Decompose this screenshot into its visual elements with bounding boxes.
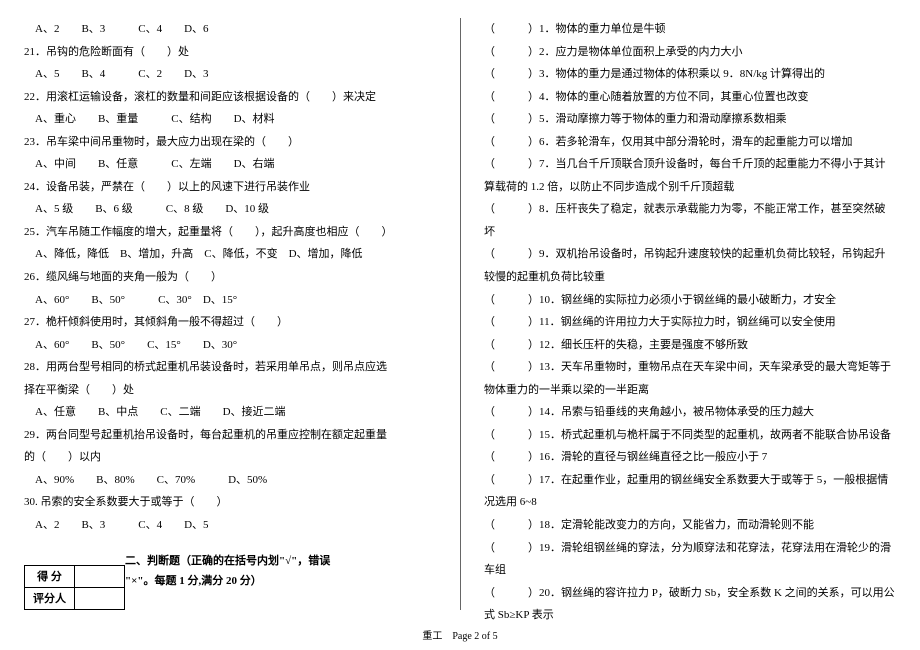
reviewer-label-cell: 评分人	[25, 587, 75, 609]
judgment-line: （ ）12．细长压杆的失稳，主要是强度不够所致	[484, 334, 896, 357]
judgment-line: （ ）11．钢丝绳的许用拉力大于实际拉力时，钢丝绳可以安全使用	[484, 311, 896, 334]
question-line: 的（ ）以内	[24, 446, 436, 469]
judgment-line: （ ）13．天车吊重物时，重物吊点在天车梁中间，天车梁承受的最大弯矩等于物体重力…	[484, 356, 896, 401]
question-line: 25．汽车吊随工作幅度的增大，起重量将（ ），起升高度也相应（ ）	[24, 221, 436, 244]
question-line: A、降低，降低 B、增加，升高 C、降低，不变 D、增加，降低	[24, 243, 436, 266]
judgment-line: （ ）16．滑轮的直径与钢丝绳直径之比一般应小于 7	[484, 446, 896, 469]
left-content: A、2 B、3 C、4 D、621．吊钩的危险断面有（ ）处 A、5 B、4 C…	[24, 18, 436, 537]
score-label-cell: 得 分	[25, 565, 75, 587]
judgment-line: （ ）7．当几台千斤顶联合顶升设备时，每台千斤顶的起重能力不得小于其计算载荷的 …	[484, 153, 896, 198]
question-line: 择在平衡梁（ ）处	[24, 379, 436, 402]
question-line: A、2 B、3 C、4 D、6	[24, 18, 436, 41]
question-line: A、任意 B、中点 C、二端 D、接近二端	[24, 401, 436, 424]
question-line: A、60° B、50° C、15° D、30°	[24, 334, 436, 357]
question-line: 30. 吊索的安全系数要大于或等于（ ）	[24, 491, 436, 514]
left-column: A、2 B、3 C、4 D、621．吊钩的危险断面有（ ）处 A、5 B、4 C…	[0, 0, 460, 650]
question-line: A、重心 B、重量 C、结构 D、材料	[24, 108, 436, 131]
reviewer-value-cell	[75, 587, 125, 609]
judgment-line: （ ）4．物体的重心随着放置的方位不同，其重心位置也改变	[484, 86, 896, 109]
judgment-line: （ ）9．双机抬吊设备时，吊钩起升速度较快的起重机负荷比较轻，吊钩起升较慢的起重…	[484, 243, 896, 288]
judgment-line: （ ）19．滑轮组钢丝绳的穿法，分为顺穿法和花穿法，花穿法用在滑轮少的滑车组	[484, 537, 896, 582]
question-line: 22．用滚杠运输设备，滚杠的数量和间距应该根据设备的（ ）来决定	[24, 86, 436, 109]
question-line: A、90% B、80% C、70% D、50%	[24, 469, 436, 492]
question-line: A、60° B、50° C、30° D、15°	[24, 289, 436, 312]
judgment-line: （ ）2．应力是物体单位面积上承受的内力大小	[484, 41, 896, 64]
section2-block: 得 分 评分人 二、判断题（正确的在括号内划"√"，错误 "×"。每题 1 分,…	[24, 537, 436, 616]
right-column: （ ）1．物体的重力单位是牛顿（ ）2．应力是物体单位面积上承受的内力大小（ ）…	[460, 0, 920, 650]
judgment-line: （ ）1．物体的重力单位是牛顿	[484, 18, 896, 41]
judgment-line: （ ）20．钢丝绳的容许拉力 P，破断力 Sb，安全系数 K 之间的关系，可以用…	[484, 582, 896, 627]
table-row: 得 分	[25, 565, 125, 587]
judgment-line: （ ）15．桥式起重机与桅杆属于不同类型的起重机，故两者不能联合协吊设备	[484, 424, 896, 447]
table-row: 评分人	[25, 587, 125, 609]
question-line: 29．两台同型号起重机抬吊设备时，每台起重机的吊重应控制在额定起重量	[24, 424, 436, 447]
question-line: A、5 级 B、6 级 C、8 级 D、10 级	[24, 198, 436, 221]
judgment-line: （ ）5．滑动摩擦力等于物体的重力和滑动摩擦系数相乘	[484, 108, 896, 131]
question-line: 27．桅杆倾斜使用时，其倾斜角一般不得超过（ ）	[24, 311, 436, 334]
judgment-line: （ ）18．定滑轮能改变力的方向，又能省力，而动滑轮则不能	[484, 514, 896, 537]
question-line: 23．吊车梁中间吊重物时，最大应力出现在梁的（ ）	[24, 131, 436, 154]
question-line: A、中间 B、任意 C、左端 D、右端	[24, 153, 436, 176]
score-table: 得 分 评分人	[24, 565, 125, 610]
right-content: （ ）1．物体的重力单位是牛顿（ ）2．应力是物体单位面积上承受的内力大小（ ）…	[484, 18, 896, 627]
question-line: 26．缆风绳与地面的夹角一般为（ ）	[24, 266, 436, 289]
question-line: 28．用两台型号相同的桥式起重机吊装设备时，若采用单吊点，则吊点应选	[24, 356, 436, 379]
page-footer: 重工 Page 2 of 5	[0, 627, 920, 642]
judgment-line: （ ）14．吊索与铅垂线的夹角越小，被吊物体承受的压力越大	[484, 401, 896, 424]
question-line: 21．吊钩的危险断面有（ ）处	[24, 41, 436, 64]
judgment-line: （ ）8．压杆丧失了稳定，就表示承载能力为零，不能正常工作，甚至突然破坏	[484, 198, 896, 243]
judgment-line: （ ）6．若多轮滑车，仅用其中部分滑轮时，滑车的起重能力可以增加	[484, 131, 896, 154]
judgment-line: （ ）10．钢丝绳的实际拉力必须小于钢丝绳的最小破断力，才安全	[484, 289, 896, 312]
question-line: 24．设备吊装，严禁在（ ）以上的风速下进行吊装作业	[24, 176, 436, 199]
question-line: A、2 B、3 C、4 D、5	[24, 514, 436, 537]
judgment-line: （ ）17．在起重作业，起重用的钢丝绳安全系数要大于或等于 5，一般根据情况选用…	[484, 469, 896, 514]
judgment-line: （ ）3．物体的重力是通过物体的体积乘以 9．8N/kg 计算得出的	[484, 63, 896, 86]
score-value-cell	[75, 565, 125, 587]
question-line: A、5 B、4 C、2 D、3	[24, 63, 436, 86]
